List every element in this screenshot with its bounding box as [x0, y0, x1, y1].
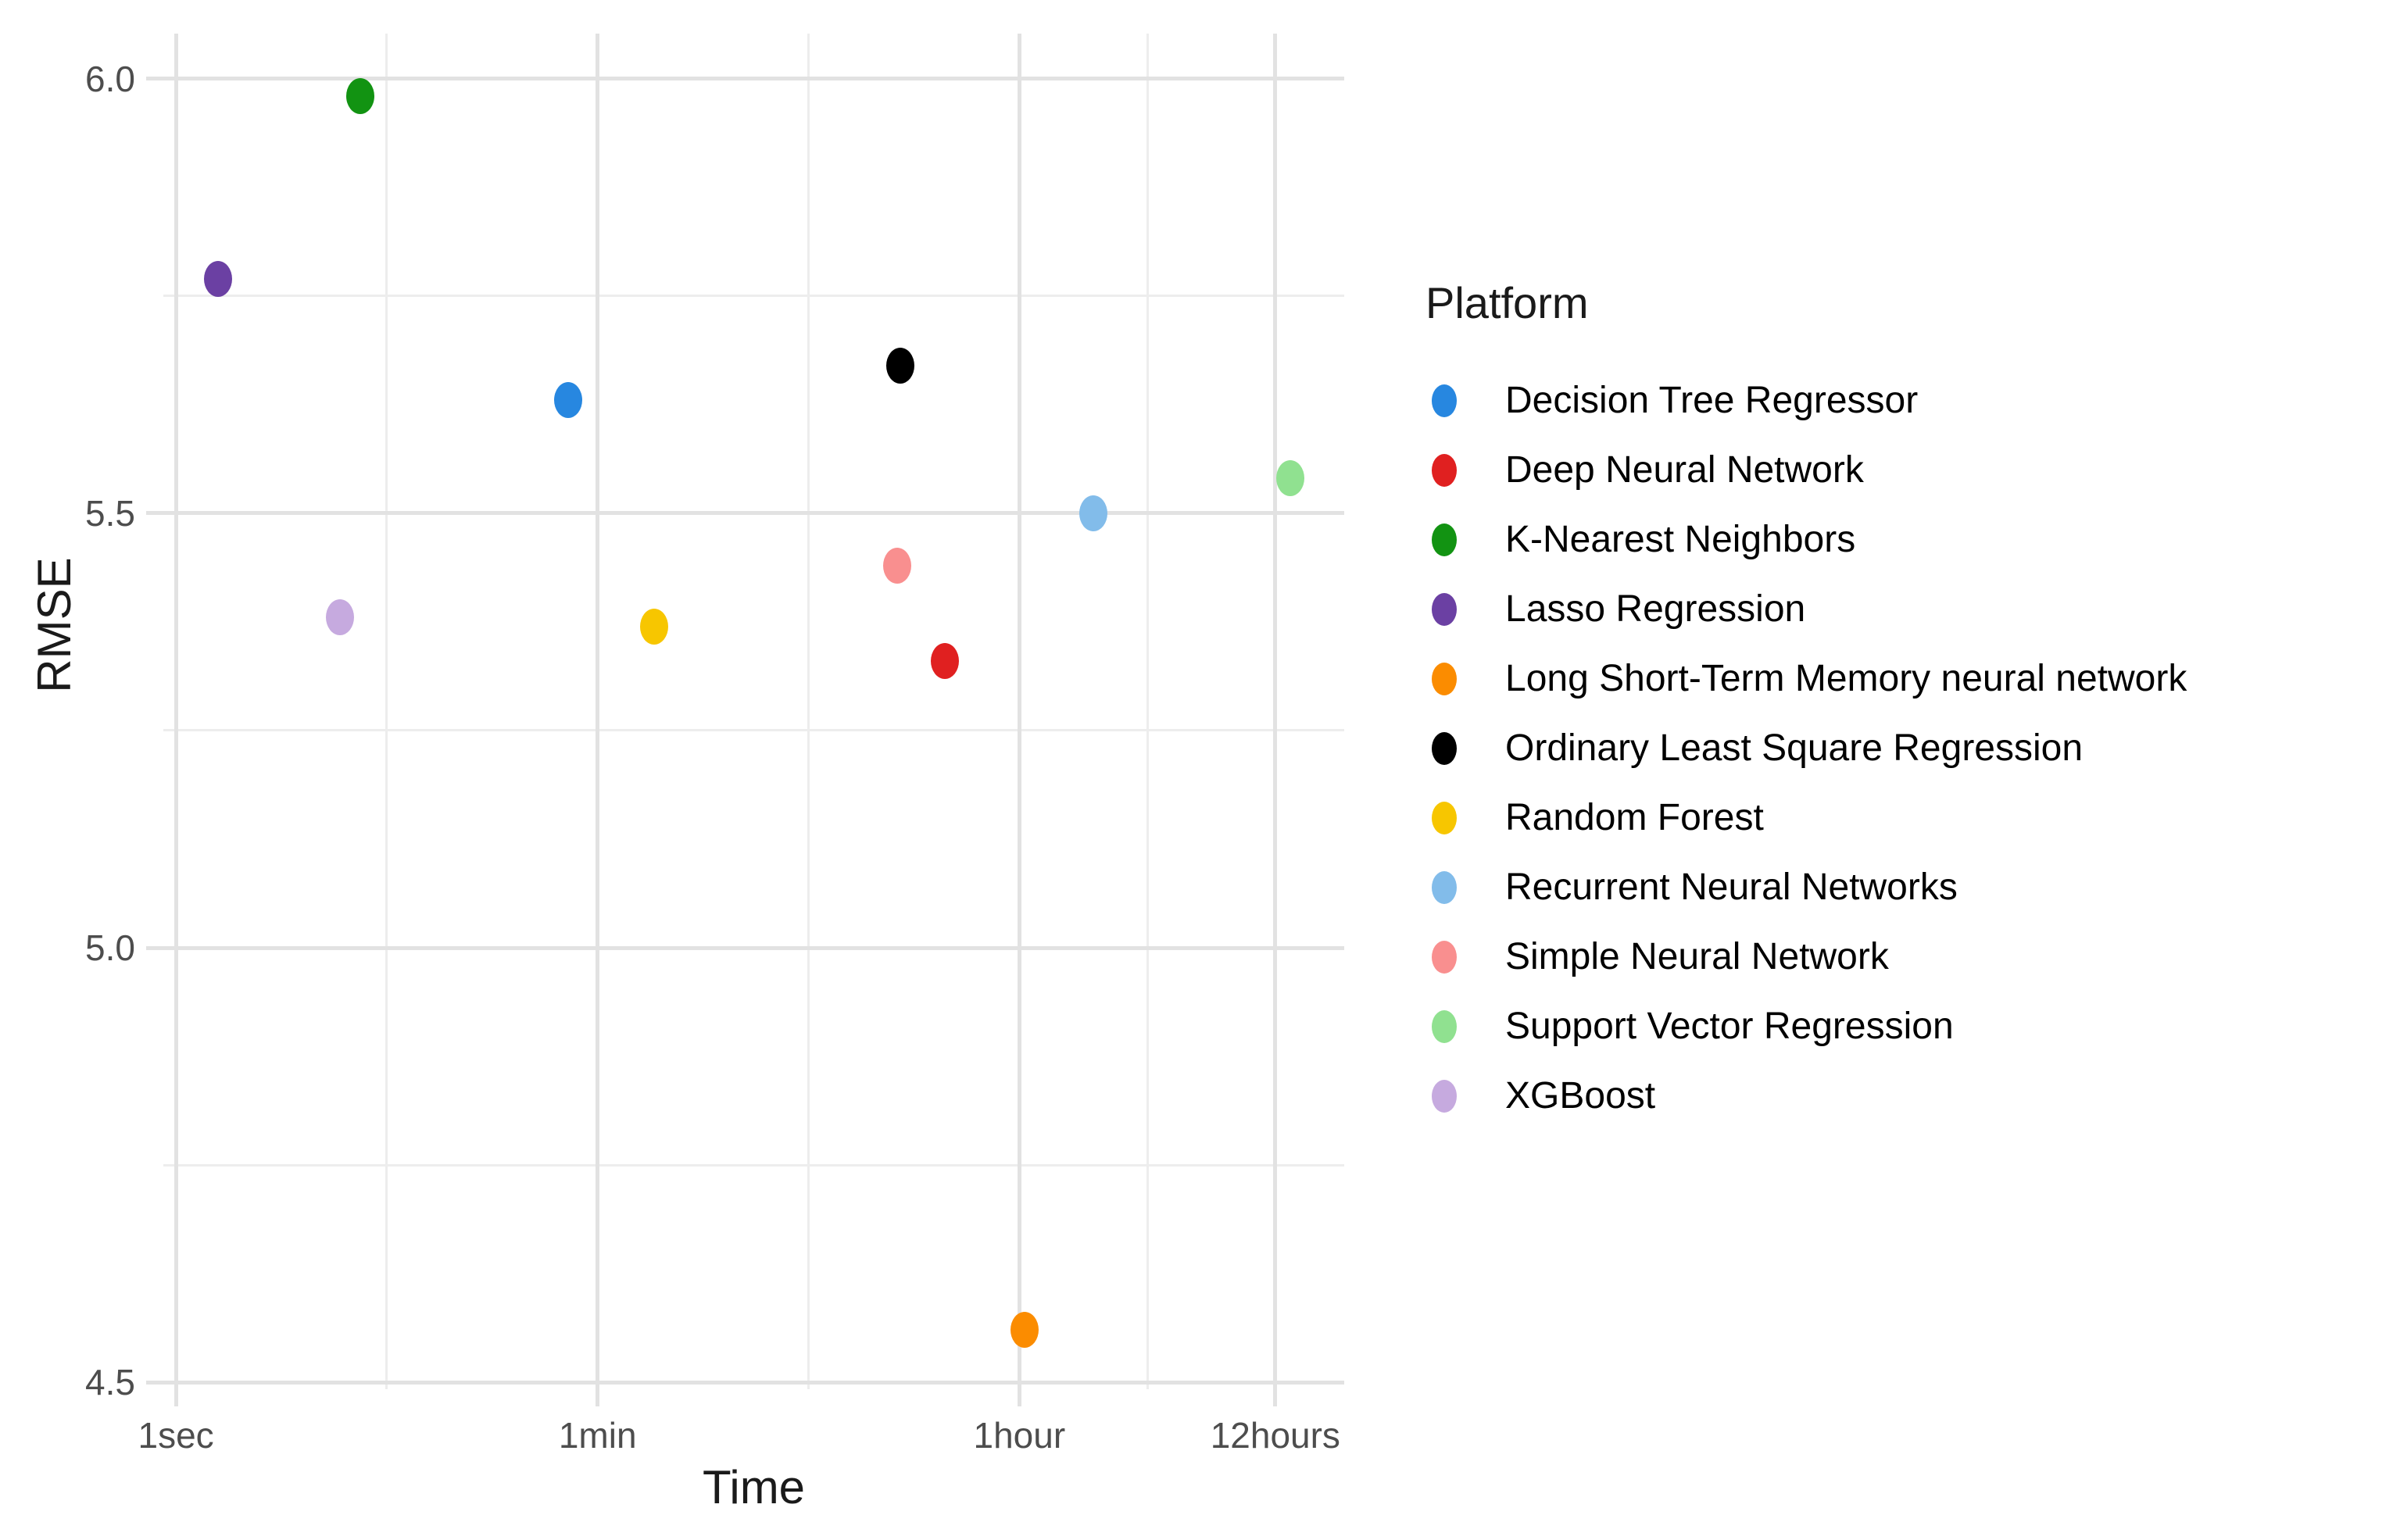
legend-item-simple-neural-network: Simple Neural Network: [1425, 934, 2387, 981]
gridline-minor-x: [1146, 34, 1149, 1389]
x-tick-mark: [173, 1389, 178, 1406]
gridline-major-y: [163, 77, 1344, 81]
legend-swatch-recurrent-neural-networks: [1432, 871, 1457, 904]
data-point-xgboost: [325, 599, 354, 636]
data-point-k-nearest-neighbors: [346, 78, 375, 115]
legend-swatch-decision-tree-regressor: [1432, 384, 1457, 417]
data-point-random-forest: [640, 608, 669, 645]
legend-swatch-lasso-regression: [1432, 593, 1457, 626]
y-tick-label: 5.5: [85, 492, 135, 534]
x-tick-mark: [1017, 1389, 1021, 1406]
x-tick-label: 1min: [558, 1415, 637, 1456]
gridline-minor-x: [385, 34, 388, 1389]
legend-item-ordinary-least-square-regression: Ordinary Least Square Regression: [1425, 725, 2387, 772]
legend-swatch-random-forest: [1432, 802, 1457, 834]
data-point-long-short-term-memory-neural-network: [1010, 1312, 1039, 1349]
y-tick-label: 5.0: [85, 927, 135, 968]
legend-item-label: Support Vector Regression: [1505, 1006, 1954, 1047]
legend-item-k-nearest-neighbors: K-Nearest Neighbors: [1425, 516, 2387, 563]
data-point-deep-neural-network: [931, 642, 960, 679]
legend-swatch-long-short-term-memory-neural-network: [1432, 663, 1457, 695]
data-point-recurrent-neural-networks: [1079, 495, 1108, 531]
gridline-major-x: [1017, 34, 1021, 1389]
legend-item-long-short-term-memory-neural-network: Long Short-Term Memory neural network: [1425, 656, 2387, 702]
gridline-major-x: [1273, 34, 1278, 1389]
x-tick-label: 12hours: [1210, 1415, 1340, 1456]
legend-item-label: Long Short-Term Memory neural network: [1505, 658, 2187, 699]
legend-swatch-deep-neural-network: [1432, 454, 1457, 487]
gridline-major-y: [163, 511, 1344, 516]
gridline-major-y: [163, 945, 1344, 950]
data-point-simple-neural-network: [883, 547, 912, 584]
x-tick-label: 1sec: [138, 1415, 214, 1456]
legend-swatch-simple-neural-network: [1432, 941, 1457, 974]
data-point-support-vector-regression: [1276, 460, 1305, 497]
gridline-minor-y: [163, 1163, 1344, 1167]
legend-swatch-xgboost: [1432, 1080, 1457, 1113]
gridline-minor-y: [163, 295, 1344, 298]
legend-item-label: Deep Neural Network: [1505, 449, 1864, 491]
y-tick-mark: [146, 77, 163, 81]
legend-item-label: Ordinary Least Square Regression: [1505, 727, 2084, 769]
data-point-decision-tree-regressor: [553, 382, 582, 419]
legend-item-decision-tree-regressor: Decision Tree Regressor: [1425, 377, 2387, 424]
legend-item-label: Simple Neural Network: [1505, 936, 1889, 977]
legend-item-recurrent-neural-networks: Recurrent Neural Networks: [1425, 864, 2387, 911]
gridline-major-x: [173, 34, 178, 1389]
gridline-minor-y: [163, 729, 1344, 732]
gridline-major-x: [596, 34, 600, 1389]
legend-item-label: Lasso Regression: [1505, 588, 1806, 630]
legend-item-random-forest: Random Forest: [1425, 795, 2387, 841]
legend-item-deep-neural-network: Deep Neural Network: [1425, 447, 2387, 494]
x-tick-mark: [596, 1389, 600, 1406]
x-tick-label: 1hour: [973, 1415, 1066, 1456]
legend-item-lasso-regression: Lasso Regression: [1425, 586, 2387, 633]
y-tick-label: 4.5: [85, 1362, 135, 1403]
legend-item-support-vector-regression: Support Vector Regression: [1425, 1003, 2387, 1050]
y-tick-label: 6.0: [85, 58, 135, 99]
x-tick-mark: [1273, 1389, 1278, 1406]
legend-item-xgboost: XGBoost: [1425, 1073, 2387, 1120]
gridline-minor-x: [807, 34, 810, 1389]
legend-swatch-support-vector-regression: [1432, 1010, 1457, 1043]
legend-item-label: K-Nearest Neighbors: [1505, 519, 1856, 560]
legend-item-label: Decision Tree Regressor: [1505, 380, 1919, 421]
legend-swatch-k-nearest-neighbors: [1432, 523, 1457, 556]
data-point-ordinary-least-square-regression: [885, 347, 914, 384]
data-point-lasso-regression: [203, 260, 232, 297]
gridline-major-y: [163, 1380, 1344, 1385]
x-axis-title: Time: [702, 1461, 806, 1513]
legend-swatch-ordinary-least-square-regression: [1432, 732, 1457, 765]
legend-item-label: Random Forest: [1505, 797, 1764, 838]
legend-item-label: Recurrent Neural Networks: [1505, 866, 1958, 908]
y-axis-title: RMSE: [28, 557, 80, 693]
y-tick-mark: [146, 511, 163, 516]
y-tick-mark: [146, 1380, 163, 1385]
legend-item-label: XGBoost: [1505, 1075, 1656, 1117]
legend-title: Platform: [1425, 278, 1589, 327]
y-tick-mark: [146, 945, 163, 950]
